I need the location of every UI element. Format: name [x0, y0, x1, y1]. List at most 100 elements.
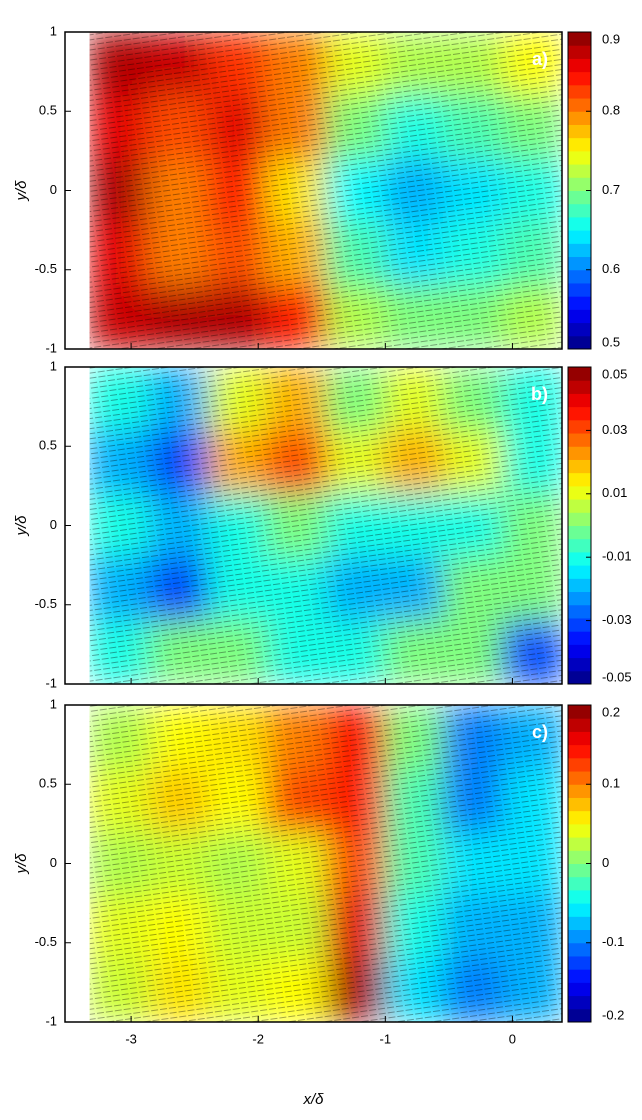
colorbar-band — [568, 309, 591, 324]
y-tick-label: -0.5 — [35, 934, 57, 949]
colorbar-band — [568, 203, 591, 218]
colorbar-band — [568, 604, 591, 619]
colorbar-band — [568, 406, 591, 421]
colorbar-band — [568, 863, 591, 878]
vector-texture — [89, 32, 562, 349]
colorbar-band — [568, 472, 591, 487]
colorbar-band — [568, 512, 591, 526]
vector-texture — [89, 367, 562, 684]
colorbar-band — [568, 485, 591, 500]
y-tick-label: 1 — [50, 696, 57, 711]
colorbar-band — [568, 84, 591, 99]
colorbar-band — [568, 757, 591, 772]
colorbar-band — [568, 982, 591, 997]
colorbar-tick-label: 0.6 — [602, 261, 620, 276]
x-axis-label: x/δ — [302, 1091, 324, 1108]
colorbar-band — [568, 269, 591, 284]
colorbar-band — [568, 784, 591, 798]
y-tick-label: 0.5 — [39, 103, 57, 118]
y-tick-label: 1 — [50, 358, 57, 373]
colorbar-band — [568, 367, 591, 381]
field — [89, 367, 562, 684]
colorbar-band — [568, 230, 591, 244]
colorbar-band — [568, 617, 591, 632]
x-tick-label: -2 — [252, 1031, 264, 1046]
colorbar-band — [568, 705, 591, 719]
colorbar-tick-label: 0.01 — [602, 485, 627, 500]
y-axis-label: y/δ — [13, 515, 30, 537]
colorbar-band — [568, 837, 591, 851]
colorbar-band — [568, 380, 591, 394]
colorbar-band — [568, 903, 591, 917]
colorbar-band — [568, 538, 591, 553]
colorbar-band — [568, 889, 591, 904]
colorbar-band — [568, 797, 591, 812]
colorbar-band — [568, 419, 591, 434]
y-tick-label: -0.5 — [35, 596, 57, 611]
y-tick-label: -0.5 — [35, 261, 57, 276]
y-tick-label: 1 — [50, 23, 57, 38]
x-tick-label: -1 — [380, 1031, 392, 1046]
colorbar-band — [568, 459, 591, 474]
colorbar-tick-label: 0.1 — [602, 776, 620, 791]
colorbar-band — [568, 71, 591, 86]
field — [89, 705, 562, 1022]
colorbar-band — [568, 58, 591, 73]
y-tick-label: 0 — [50, 182, 57, 197]
colorbar-band — [568, 876, 591, 891]
field — [89, 32, 562, 349]
colorbar-band — [568, 565, 591, 579]
colorbar-tick-label: 0.8 — [602, 103, 620, 118]
colorbar-band — [568, 771, 591, 785]
colorbar-band — [568, 731, 591, 746]
vector-texture — [89, 705, 562, 1022]
colorbar-band — [568, 243, 591, 258]
colorbar-band — [568, 393, 591, 408]
colorbar-band — [568, 150, 591, 165]
colorbar-band — [568, 296, 591, 310]
colorbar-band — [568, 216, 591, 231]
panel-label: b) — [531, 384, 548, 404]
colorbar-band — [568, 256, 591, 271]
colorbar-band — [568, 551, 591, 566]
colorbar-band — [568, 446, 591, 460]
colorbar-band — [568, 810, 591, 825]
colorbar-frame — [567, 366, 592, 685]
colorbar-band — [568, 644, 591, 659]
colorbar-tick-label: -0.05 — [602, 669, 632, 684]
colorbar-band — [568, 670, 591, 685]
colorbar-band — [568, 823, 591, 838]
colorbar-band — [568, 137, 591, 152]
y-tick-label: -1 — [45, 1013, 57, 1028]
colorbar-tick-label: 0.7 — [602, 182, 620, 197]
colorbar-band — [568, 578, 591, 593]
y-axis-label: y/δ — [13, 180, 30, 202]
colorbar-band — [568, 335, 591, 350]
colorbar-band — [568, 929, 591, 944]
colorbar-tick-label: 0.2 — [602, 704, 620, 719]
colorbar-tick-label: 0.5 — [602, 334, 620, 349]
colorbar-band — [568, 995, 591, 1010]
colorbar-tick-label: 0.05 — [602, 366, 627, 381]
x-tick-label: 0 — [509, 1031, 516, 1046]
panel-label: a) — [532, 49, 548, 69]
colorbar-band — [568, 1008, 591, 1023]
colorbar-band — [568, 657, 591, 672]
colorbar-band — [568, 177, 591, 191]
colorbar-band — [568, 45, 591, 59]
colorbar-band — [568, 111, 591, 125]
colorbar-band — [568, 499, 591, 513]
colorbar-band — [568, 942, 591, 957]
colorbar-tick-label: 0.03 — [602, 422, 627, 437]
colorbar-band — [568, 98, 591, 112]
colorbar-tick-label: -0.2 — [602, 1007, 624, 1022]
colorbar-band — [568, 850, 591, 864]
colorbar-band — [568, 164, 591, 178]
colorbar-band — [568, 969, 591, 983]
y-tick-label: 0 — [50, 855, 57, 870]
colorbar-band — [568, 190, 591, 205]
y-tick-label: -1 — [45, 340, 57, 355]
colorbar-band — [568, 744, 591, 759]
colorbar-band — [568, 916, 591, 931]
